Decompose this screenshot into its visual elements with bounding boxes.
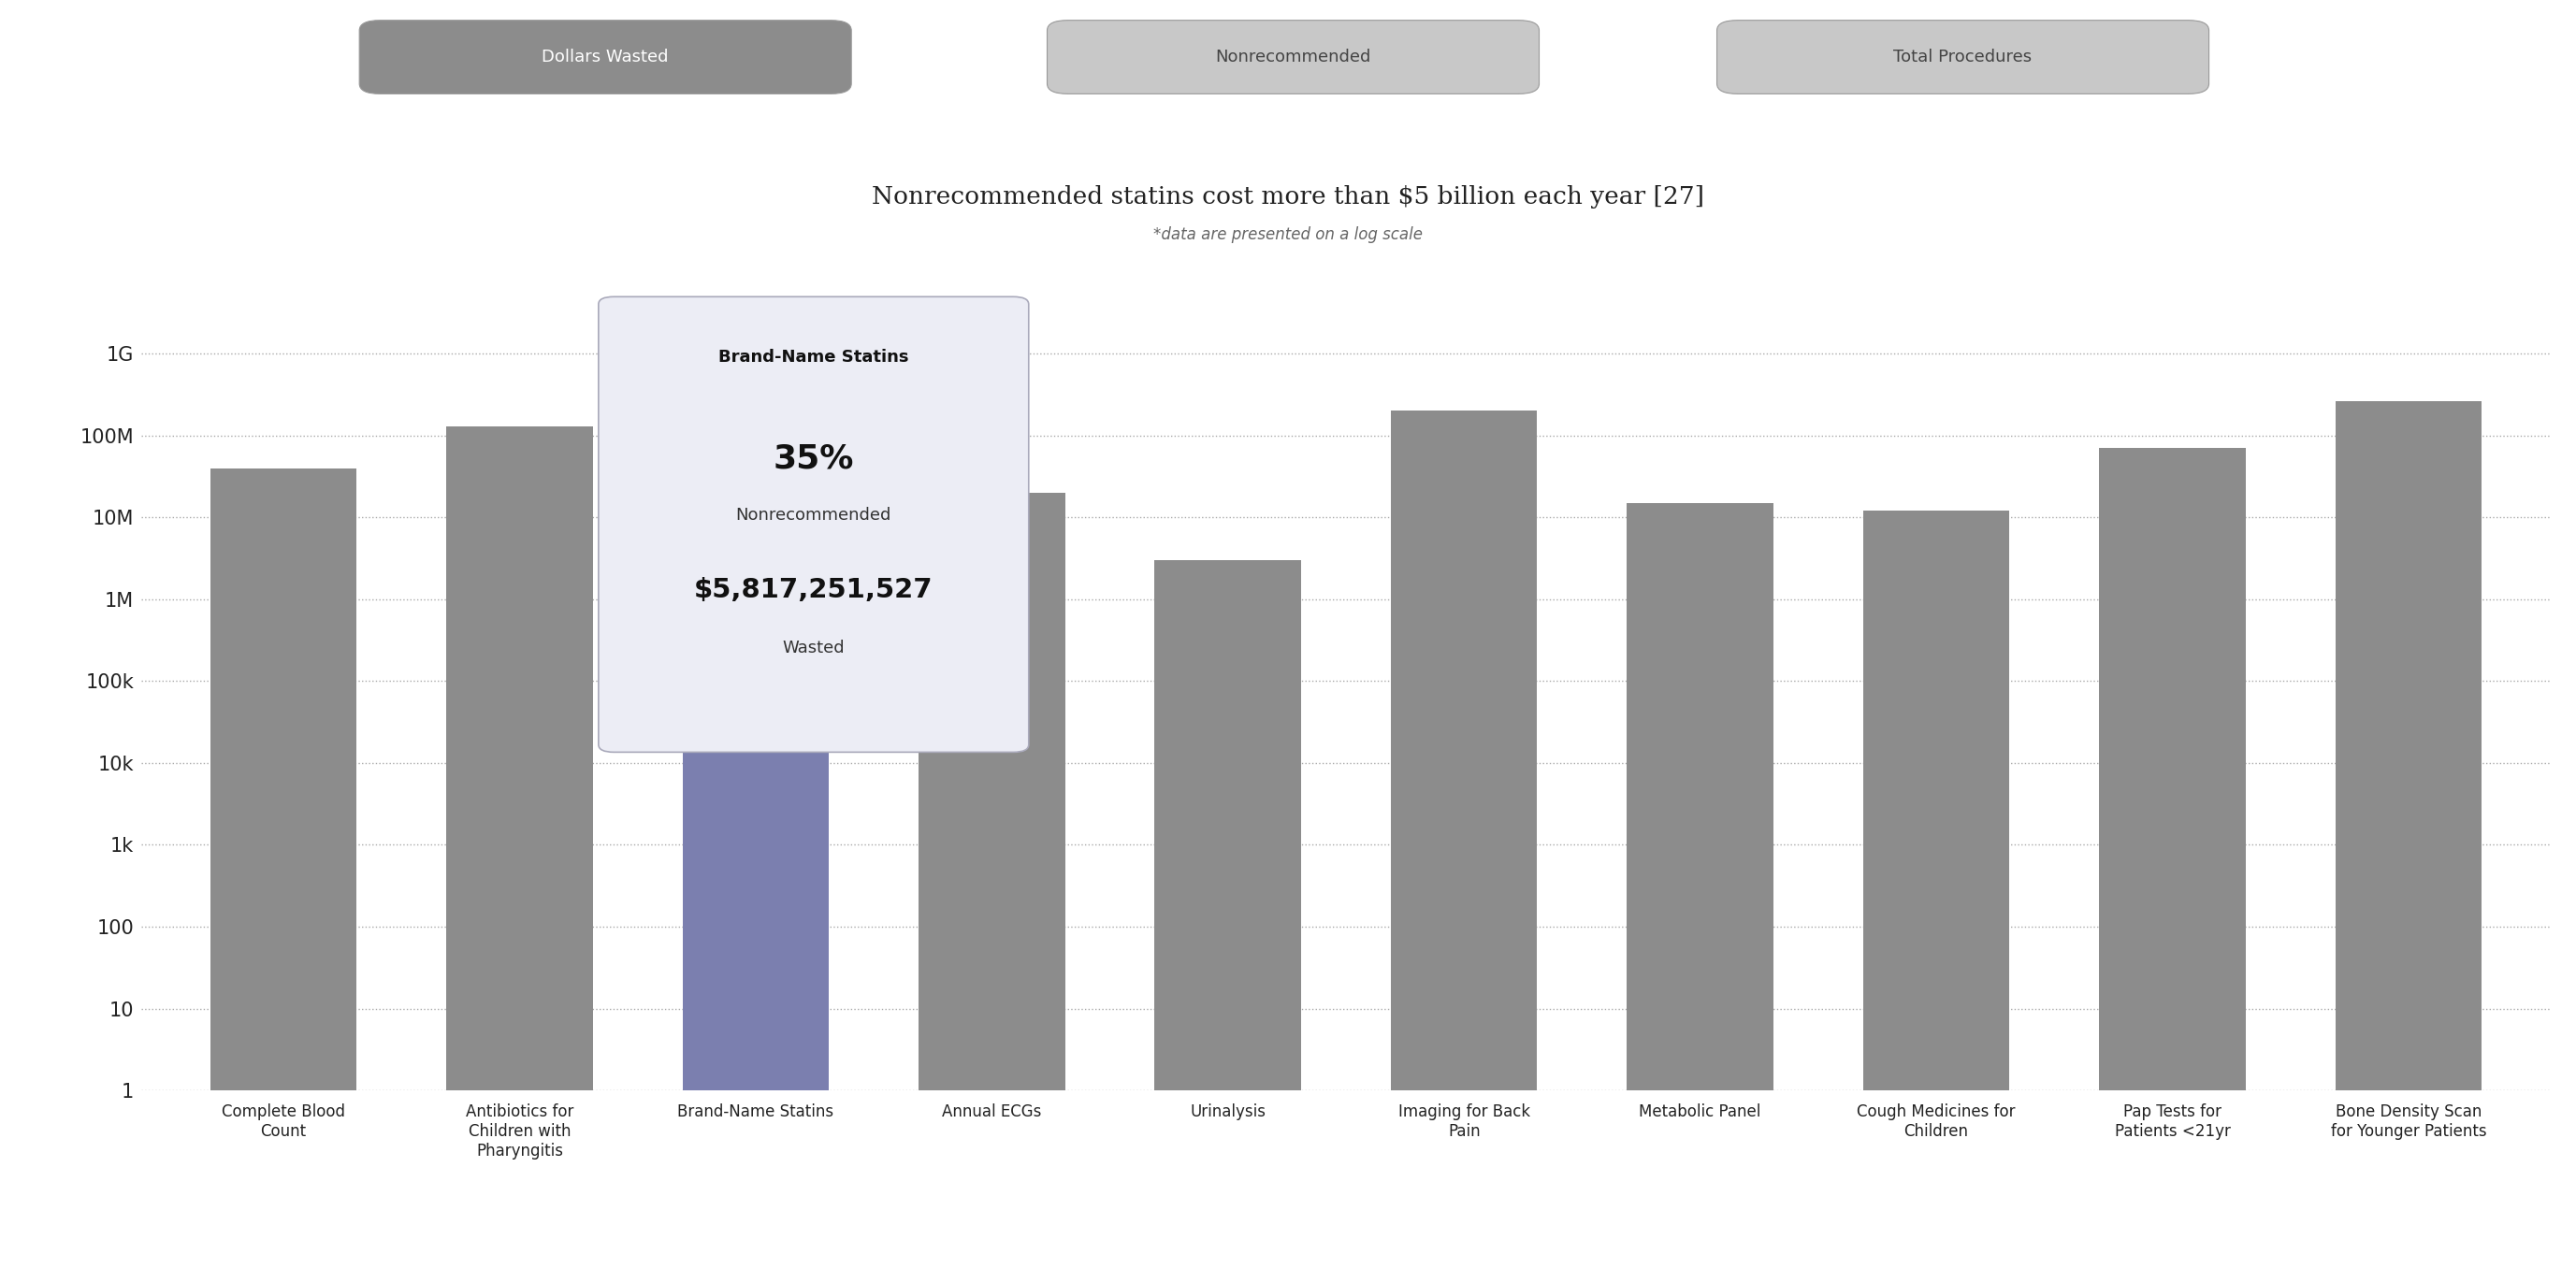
Bar	[211, 468, 355, 1268]
Text: Nonrecommended: Nonrecommended	[737, 507, 891, 524]
Text: Total Procedures: Total Procedures	[1893, 48, 2032, 66]
Text: $5,817,251,527: $5,817,251,527	[693, 577, 933, 604]
Text: Brand-Name Statins: Brand-Name Statins	[719, 349, 909, 365]
Text: Wasted: Wasted	[783, 639, 845, 656]
Text: Nonrecommended: Nonrecommended	[1216, 48, 1370, 66]
Text: Dollars Wasted: Dollars Wasted	[541, 48, 670, 66]
Text: Nonrecommended statins cost more than $5 billion each year [27]: Nonrecommended statins cost more than $5…	[871, 185, 1705, 208]
Bar	[1391, 411, 1538, 1268]
Text: 35%: 35%	[773, 443, 855, 474]
Bar	[446, 426, 592, 1268]
Bar	[920, 493, 1064, 1268]
Bar	[1154, 560, 1301, 1268]
Bar	[2099, 448, 2246, 1268]
Bar	[683, 290, 829, 1268]
Bar	[1628, 503, 1772, 1268]
Bar	[2336, 402, 2481, 1268]
Text: *data are presented on a log scale: *data are presented on a log scale	[1154, 226, 1422, 243]
Bar	[1862, 511, 2009, 1268]
